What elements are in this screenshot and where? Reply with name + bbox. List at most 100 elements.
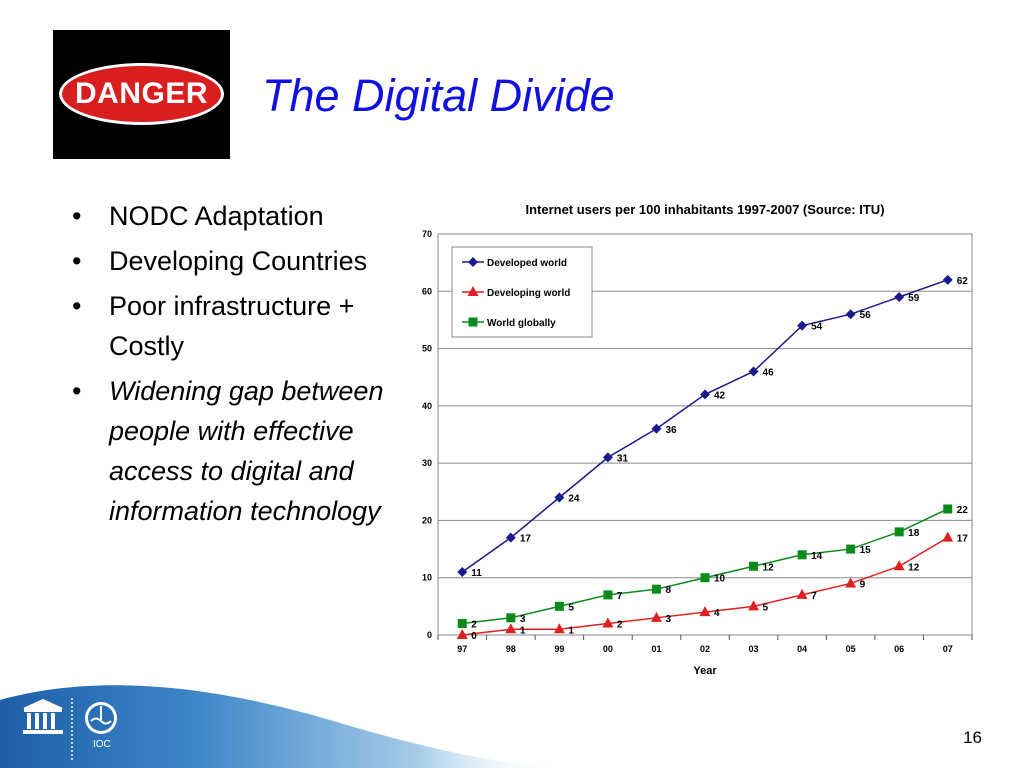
data-point <box>651 584 661 594</box>
data-label: 5 <box>568 602 574 613</box>
y-tick-label: 30 <box>422 458 432 468</box>
y-tick-label: 10 <box>422 573 432 583</box>
chart-title: Internet users per 100 inhabitants 1997-… <box>525 202 884 217</box>
data-point <box>554 601 564 611</box>
bullet-item: • Developing Countries <box>72 241 402 281</box>
footer-wave: IOC <box>0 685 560 768</box>
data-label: 14 <box>811 551 823 562</box>
data-label: 59 <box>908 293 920 304</box>
data-point <box>894 527 904 537</box>
data-point <box>505 623 517 634</box>
data-point <box>797 550 807 560</box>
y-tick-label: 50 <box>422 344 432 354</box>
data-point <box>506 613 516 623</box>
bullet-item: • Widening gap between people with effect… <box>72 371 402 531</box>
data-label: 31 <box>617 453 629 464</box>
data-point <box>845 309 856 320</box>
line-chart: Internet users per 100 inhabitants 1997-… <box>422 202 973 677</box>
x-tick-label: 00 <box>603 644 613 654</box>
legend-label: Developing world <box>487 288 570 299</box>
y-tick-label: 0 <box>427 630 432 640</box>
data-point <box>554 492 565 503</box>
x-tick-label: 02 <box>700 644 710 654</box>
data-point <box>893 560 905 571</box>
y-tick-label: 20 <box>422 515 432 525</box>
data-point <box>603 590 613 600</box>
data-point <box>505 532 516 543</box>
data-label: 7 <box>617 591 623 602</box>
data-label: 12 <box>908 562 920 573</box>
ioc-logo <box>85 702 117 734</box>
bullet-item: • Poor infrastructure + Costly <box>72 286 402 366</box>
chart-container: Internet users per 100 inhabitants 1997-… <box>400 190 990 690</box>
data-label: 17 <box>957 534 969 545</box>
legend-label: Developed world <box>487 258 567 269</box>
data-label: 0 <box>471 631 477 642</box>
bullet-text: Poor infrastructure + Costly <box>109 291 355 361</box>
x-tick-label: 07 <box>943 644 953 654</box>
data-label: 5 <box>763 602 769 613</box>
data-label: 15 <box>860 545 872 556</box>
bullet-dot: • <box>72 376 82 406</box>
data-label: 1 <box>568 625 574 636</box>
data-label: 10 <box>714 574 726 585</box>
x-tick-label: 99 <box>554 644 564 654</box>
data-label: 7 <box>811 591 817 602</box>
data-label: 36 <box>665 425 677 436</box>
data-point <box>796 588 808 599</box>
data-point <box>797 320 808 331</box>
plot-area-border <box>437 233 973 636</box>
x-tick-label: 03 <box>749 644 759 654</box>
x-tick-label: 04 <box>797 644 807 654</box>
data-label: 8 <box>665 585 671 596</box>
data-label: 3 <box>520 614 526 625</box>
y-tick-label: 40 <box>422 401 432 411</box>
data-label: 18 <box>908 528 920 539</box>
data-point <box>749 561 759 571</box>
data-point <box>699 606 711 617</box>
data-label: 54 <box>811 322 823 333</box>
danger-sign: DANGER <box>53 30 230 159</box>
series-line <box>462 536 949 636</box>
data-point <box>748 600 760 611</box>
y-tick-label: 70 <box>422 229 432 239</box>
data-point <box>553 623 565 634</box>
data-label: 1 <box>520 625 526 636</box>
bullet-text: Widening gap between people with effecti… <box>109 376 384 526</box>
data-point <box>700 389 710 400</box>
data-point <box>846 544 856 554</box>
x-tick-label: 06 <box>894 644 904 654</box>
data-label: 12 <box>763 562 775 573</box>
data-label: 17 <box>520 534 532 545</box>
data-label: 2 <box>471 620 477 631</box>
data-point <box>650 611 662 622</box>
x-tick-label: 98 <box>506 644 516 654</box>
x-tick-label: 97 <box>457 644 467 654</box>
y-tick-label: 60 <box>422 286 432 296</box>
data-label: 24 <box>568 494 580 505</box>
data-label: 42 <box>714 390 726 401</box>
data-label: 3 <box>665 614 671 625</box>
data-point <box>457 566 468 577</box>
data-point <box>456 629 468 639</box>
data-label: 56 <box>860 310 872 321</box>
data-point <box>942 274 953 285</box>
legend-label: World globally <box>487 318 556 329</box>
bullet-dot: • <box>72 291 82 321</box>
data-point <box>457 619 467 629</box>
data-point <box>700 573 710 583</box>
data-label: 4 <box>714 608 720 619</box>
data-point <box>602 452 613 463</box>
danger-sign-text: DANGER <box>74 77 208 110</box>
data-label: 9 <box>860 579 866 590</box>
data-label: 62 <box>957 276 969 287</box>
slide-title: The Digital Divide <box>262 70 615 121</box>
data-point <box>651 423 662 434</box>
x-axis-label: Year <box>693 665 717 677</box>
bullet-list: • NODC Adaptation • Developing Countries •… <box>72 196 402 536</box>
data-point <box>845 577 857 588</box>
data-point <box>894 292 905 303</box>
data-label: 46 <box>763 367 775 378</box>
legend-marker <box>468 317 478 327</box>
bullet-item: • NODC Adaptation <box>72 196 402 236</box>
